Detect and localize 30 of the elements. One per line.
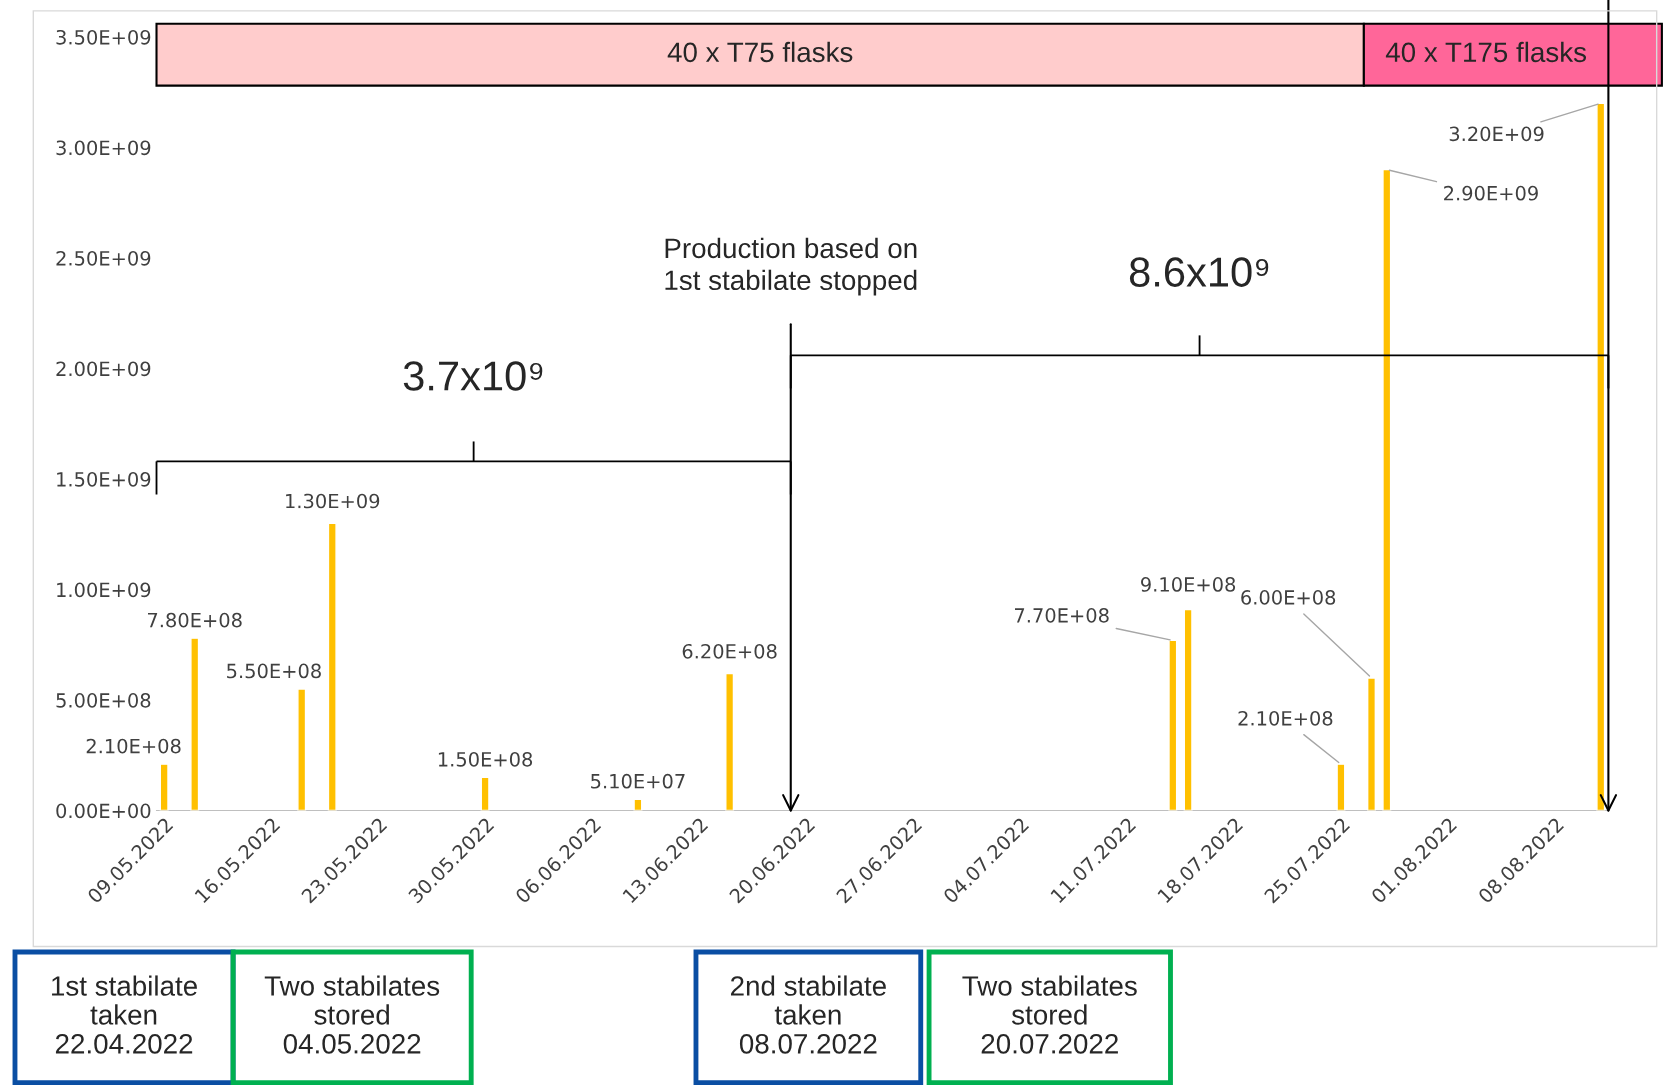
text: 5.50E+08: [227, 663, 321, 679]
annotation: 8.6x10⁹: [1129, 257, 1269, 287]
text: 2nd stabilate taken 08.07.2022: [731, 975, 886, 1054]
text: 6.00E+08: [1241, 590, 1336, 605]
text: 7.80E+08: [148, 612, 242, 628]
y-tick-label: 5.00E+08: [56, 693, 151, 708]
text: 5.10E+07: [591, 773, 685, 789]
text: 3.20E+09: [1449, 126, 1544, 142]
y-tick-label: 3.50E+09: [56, 29, 151, 45]
y-tick-label: 1.00E+09: [57, 582, 151, 598]
band-label: 40 x T175 flasks: [1385, 41, 1587, 63]
y-tick-label: 2.00E+09: [56, 361, 151, 377]
band-label: 40 x T75 flasks: [667, 41, 853, 63]
text: Two stabilates stored 20.07.2022: [962, 975, 1137, 1054]
text: 6.20E+08: [682, 643, 777, 659]
annotation: 3.7x10⁹: [403, 361, 543, 391]
text: 1st stabilate taken 22.04.2022: [52, 975, 197, 1054]
text: 2.10E+08: [1238, 710, 1333, 726]
y-tick-label: 1.50E+09: [57, 471, 151, 487]
text: Two stabilates stored 04.05.2022: [264, 975, 440, 1054]
text: 1.30E+09: [286, 493, 380, 509]
ref-line-label: Production based on 1st stabilate stopped: [665, 237, 917, 296]
text: 1.50E+08: [438, 751, 533, 767]
text: 2.10E+08: [86, 738, 181, 754]
text: 2.90E+09: [1444, 185, 1538, 201]
y-tick-label: 3.00E+09: [56, 140, 151, 156]
text: 7.70E+08: [1015, 608, 1109, 623]
y-tick-label: 0.00E+00: [56, 803, 151, 819]
text: 9.10E+08: [1141, 577, 1236, 592]
y-tick-label: 2.50E+09: [56, 250, 151, 266]
